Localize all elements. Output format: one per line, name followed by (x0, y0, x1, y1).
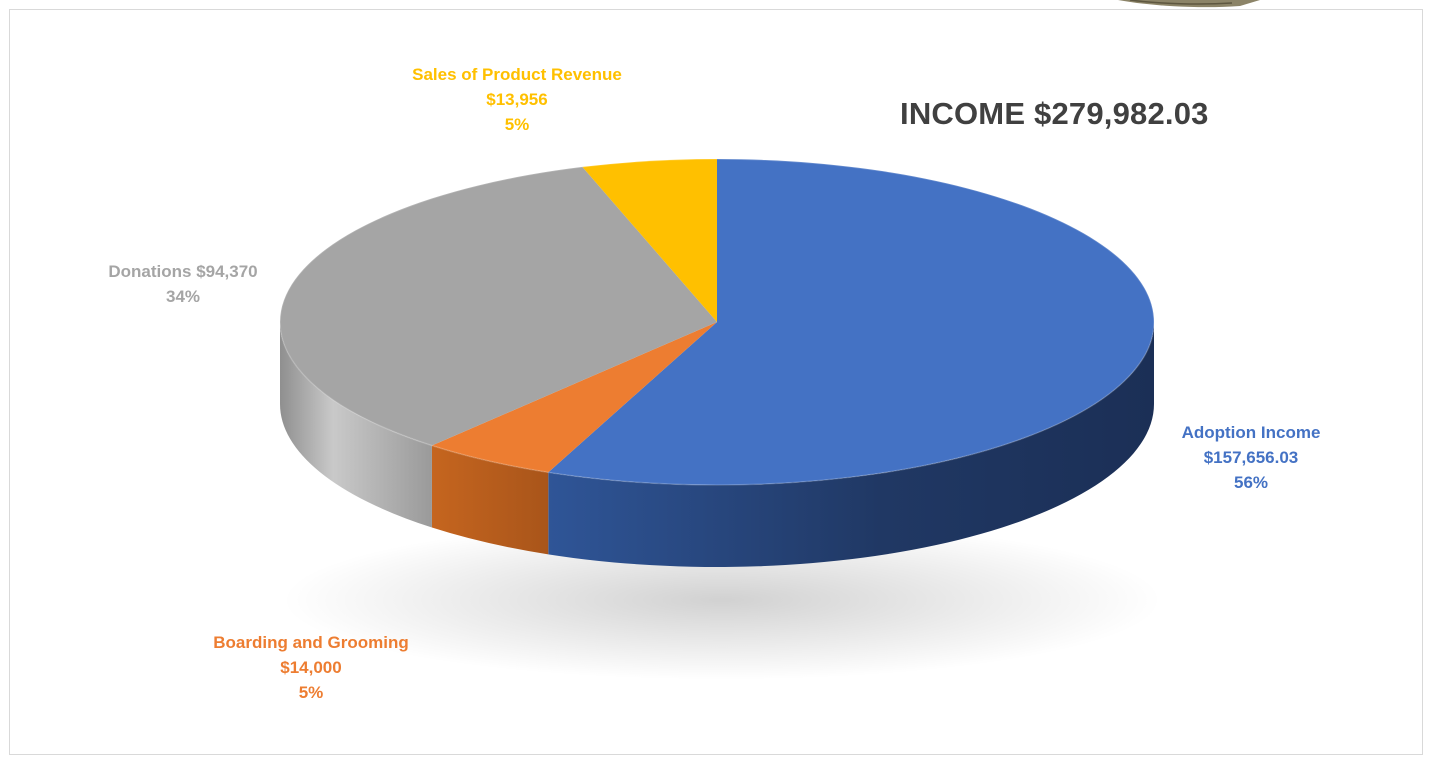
corner-image-detail (1129, 0, 1233, 5)
pie-slice-boarding (431, 322, 717, 473)
pie-side-adoption (548, 322, 1154, 568)
data-label-adoption-value: $157,656.03 (1203, 448, 1299, 467)
pie-side-boarding (431, 445, 549, 555)
pie-slice-donations (279, 166, 717, 446)
pie-tops (279, 158, 1155, 486)
data-label-boarding-and-grooming: Boarding and Grooming $14,000 5% (180, 630, 442, 705)
data-label-boarding-value: $14,000 (280, 658, 342, 677)
pie-shadow (282, 520, 1162, 680)
pie-sides (280, 322, 1154, 568)
data-label-sales-value: $13,956 (486, 90, 548, 109)
data-label-boarding-percent: 5% (298, 683, 324, 702)
data-label-adoption-income: Adoption Income $157,656.03 56% (1158, 420, 1344, 495)
chart-frame (9, 9, 1423, 755)
data-label-adoption-name: Adoption Income (1181, 423, 1321, 442)
data-label-donations-percent: 34% (165, 287, 201, 306)
chart-title: INCOME $279,982.03 (900, 96, 1209, 131)
pie-side-donations (280, 322, 432, 528)
pie-rim (279, 158, 1155, 486)
corner-decoration-image (1118, 0, 1260, 8)
data-label-donations-name-value: Donations $94,370 (108, 262, 258, 281)
data-label-sales-percent: 5% (504, 115, 530, 134)
data-label-sales-name: Sales of Product Revenue (412, 65, 622, 84)
data-label-adoption-percent: 56% (1233, 473, 1269, 492)
data-label-donations: Donations $94,370 34% (55, 259, 311, 309)
pie-slice-adoption (548, 159, 1154, 485)
pie-slice-sales (582, 159, 717, 322)
data-label-boarding-name: Boarding and Grooming (213, 633, 409, 652)
data-label-sales-of-product-revenue: Sales of Product Revenue $13,956 5% (384, 62, 650, 137)
